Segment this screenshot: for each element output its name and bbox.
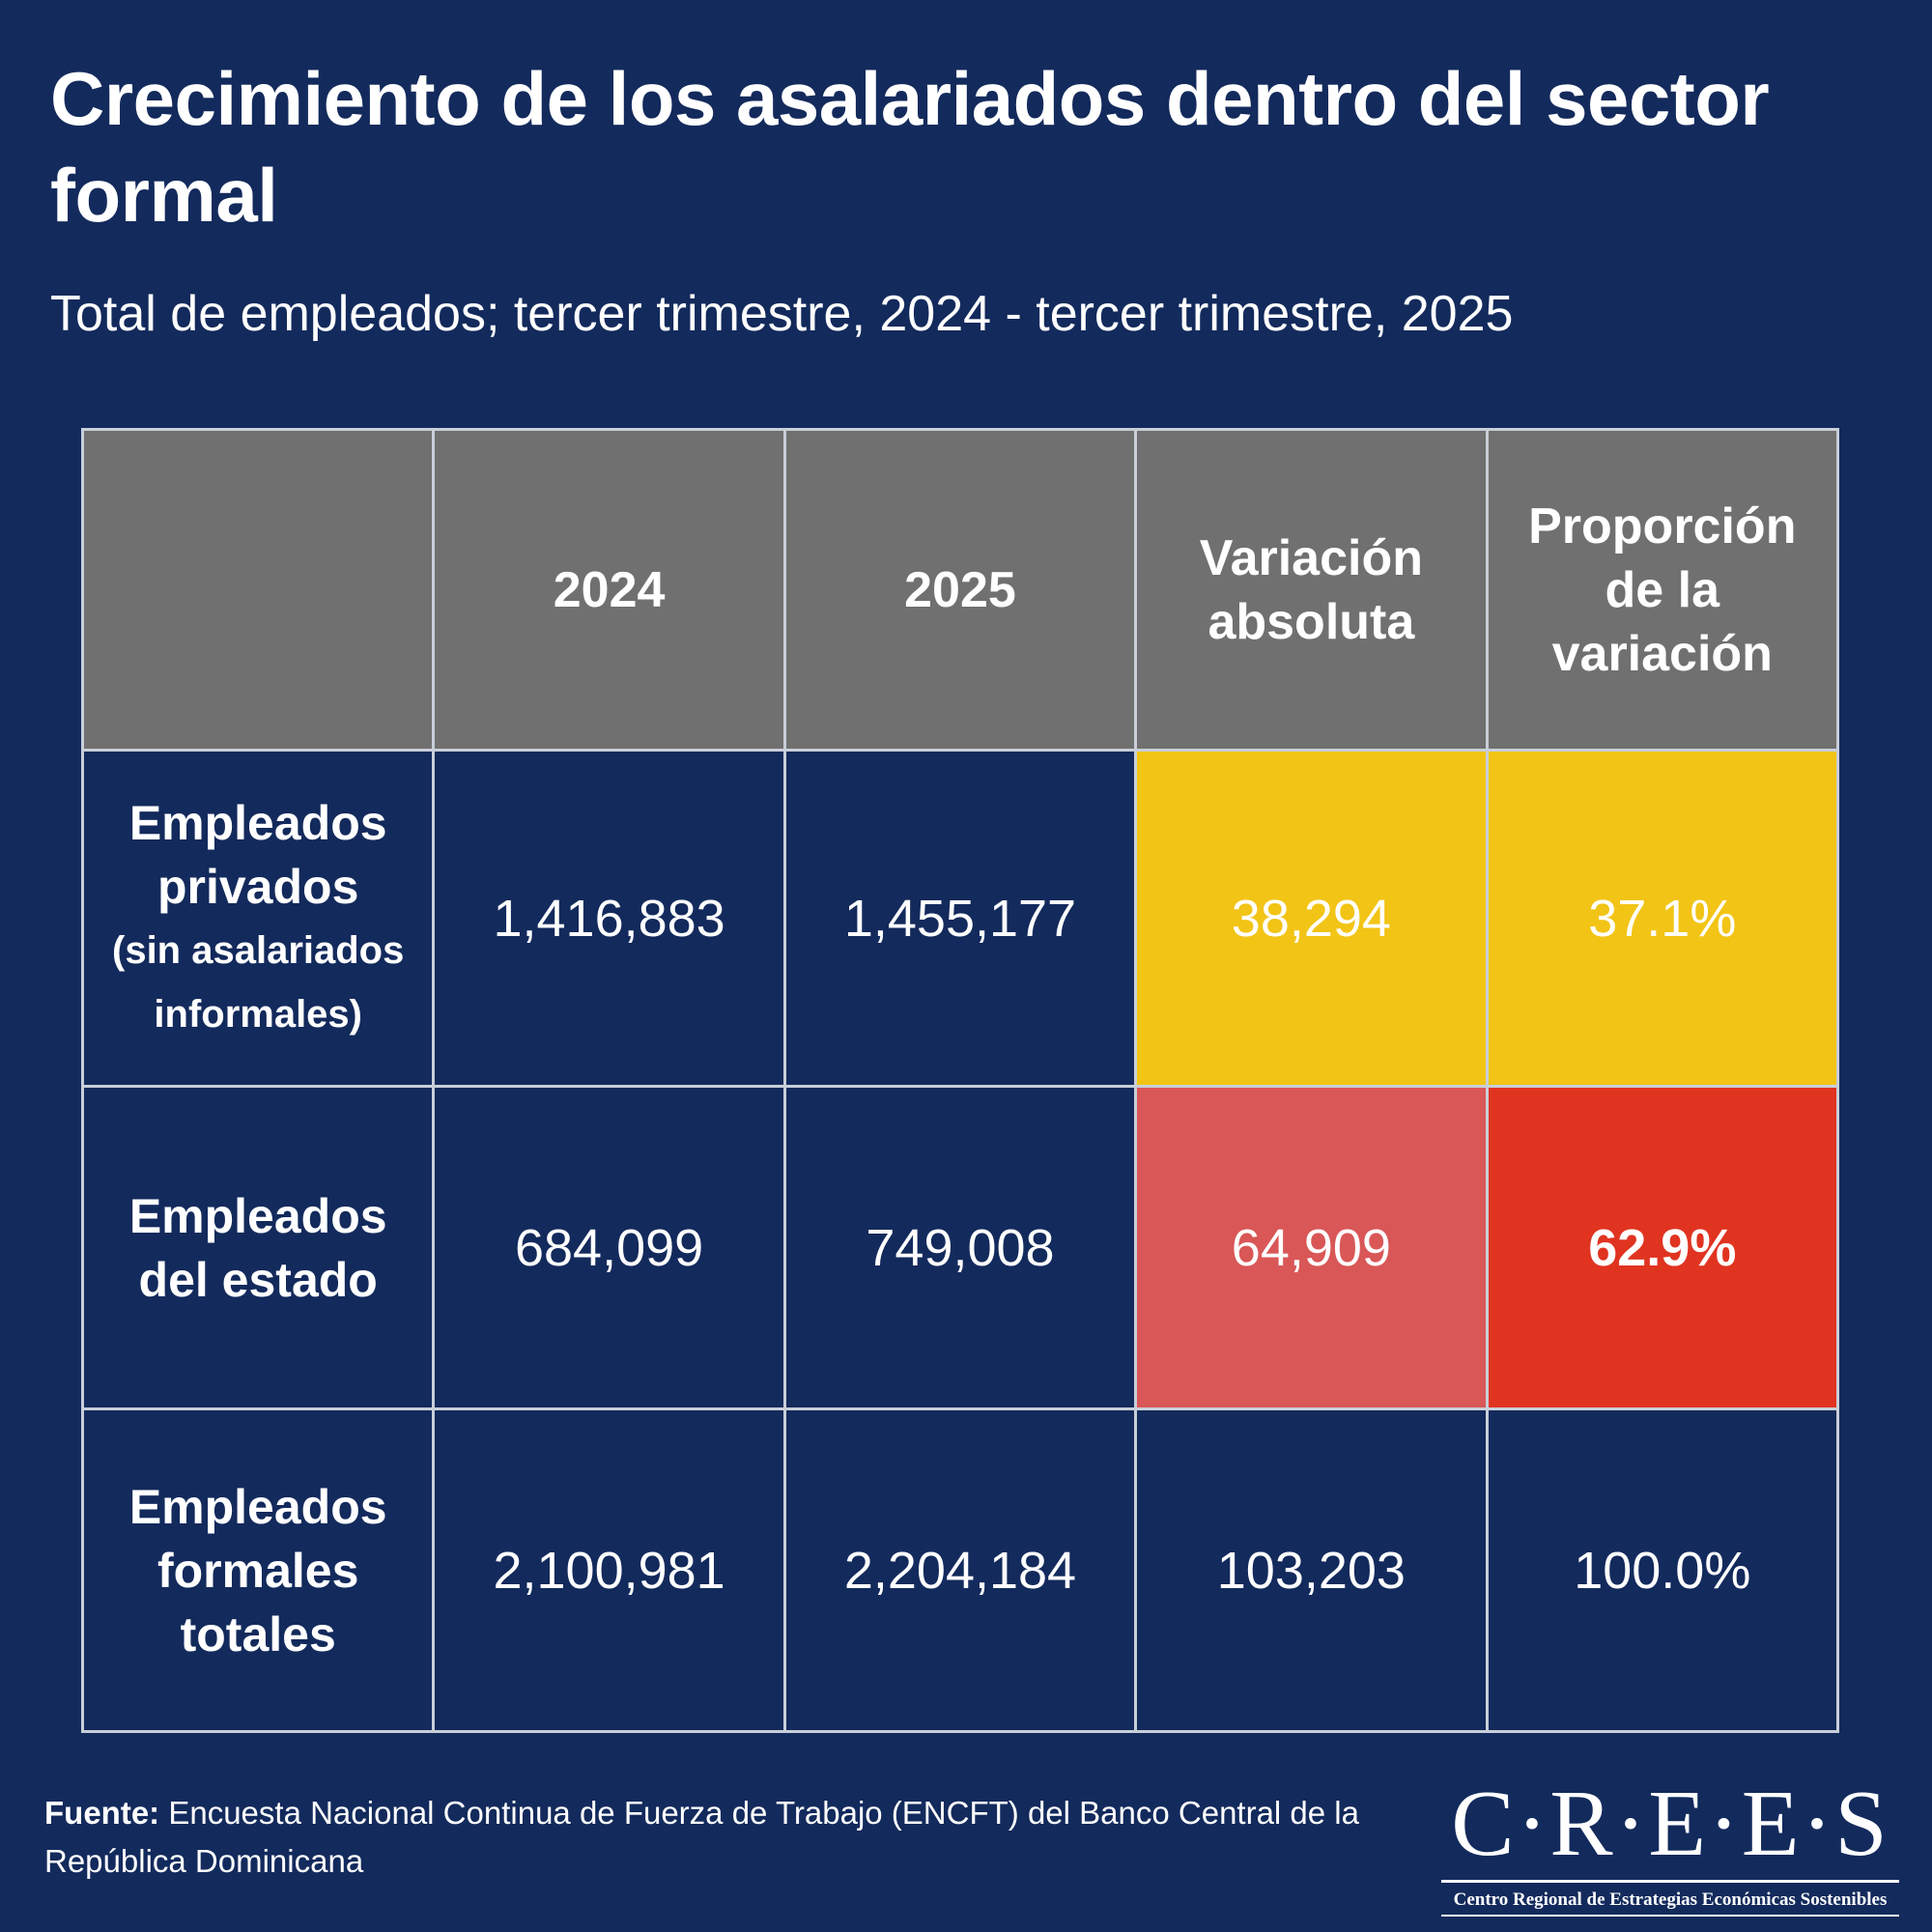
cell-estado-2025: 749,008 (782, 1085, 1138, 1410)
cell-privados-2025: 1,455,177 (782, 749, 1138, 1088)
cell-totales-proporcion: 100.0% (1485, 1407, 1840, 1733)
source-label: Fuente: (44, 1795, 160, 1831)
chart-subtitle: Total de empleados; tercer trimestre, 20… (50, 286, 1514, 342)
data-table: 2024 2025 Variación absoluta Proporción … (80, 428, 1840, 1733)
cell-estado-2024: 684,099 (432, 1085, 786, 1410)
cell-totales-variacion-absoluta: 103,203 (1134, 1407, 1489, 1733)
cell-totales-2025: 2,204,184 (782, 1407, 1138, 1733)
cell-estado-proporcion: 62.9% (1485, 1085, 1840, 1410)
header-cell-proporcion-variacion: Proporción de la variación (1485, 428, 1840, 752)
row-label-sub: (sin asalariados informales) (112, 928, 405, 1036)
row-label-estado: Empleados del estado (80, 1085, 436, 1410)
header-row: 2024 2025 Variación absoluta Proporción … (80, 428, 1840, 752)
chart-title: Crecimiento de los asalariados dentro de… (50, 56, 1770, 238)
cell-privados-proporcion: 37.1% (1485, 749, 1840, 1088)
header-cell-2025: 2025 (782, 428, 1138, 752)
row-label-main: Empleados privados (128, 795, 387, 914)
cell-privados-2024: 1,416,883 (432, 749, 786, 1088)
table-row-privados: Empleados privados (sin asalariados info… (80, 749, 1840, 1088)
row-label-privados: Empleados privados (sin asalariados info… (80, 749, 436, 1088)
cell-totales-2024: 2,100,981 (432, 1407, 786, 1733)
crees-logo: C·R·E·E·S Centro Regional de Estrategias… (1441, 1772, 1899, 1917)
header-cell-empty (80, 428, 436, 752)
cell-estado-variacion-absoluta: 64,909 (1134, 1085, 1489, 1410)
source-note: Fuente: Encuesta Nacional Continua de Fu… (44, 1789, 1416, 1886)
header-cell-variacion-absoluta: Variación absoluta (1134, 428, 1489, 752)
logo-tagline: Centro Regional de Estrategias Económica… (1453, 1889, 1888, 1910)
logo-underline (1441, 1915, 1899, 1917)
header-cell-2024: 2024 (432, 428, 786, 752)
cell-privados-variacion-absoluta: 38,294 (1134, 749, 1489, 1088)
source-text: Encuesta Nacional Continua de Fuerza de … (44, 1795, 1359, 1879)
logo-wordmark: C·R·E·E·S (1451, 1772, 1889, 1876)
table-row-estado: Empleados del estado 684,099 749,008 64,… (80, 1085, 1840, 1410)
row-label-totales: Empleados formales totales (80, 1407, 436, 1733)
logo-divider (1441, 1880, 1899, 1883)
table-row-totales: Empleados formales totales 2,100,981 2,2… (80, 1407, 1840, 1733)
